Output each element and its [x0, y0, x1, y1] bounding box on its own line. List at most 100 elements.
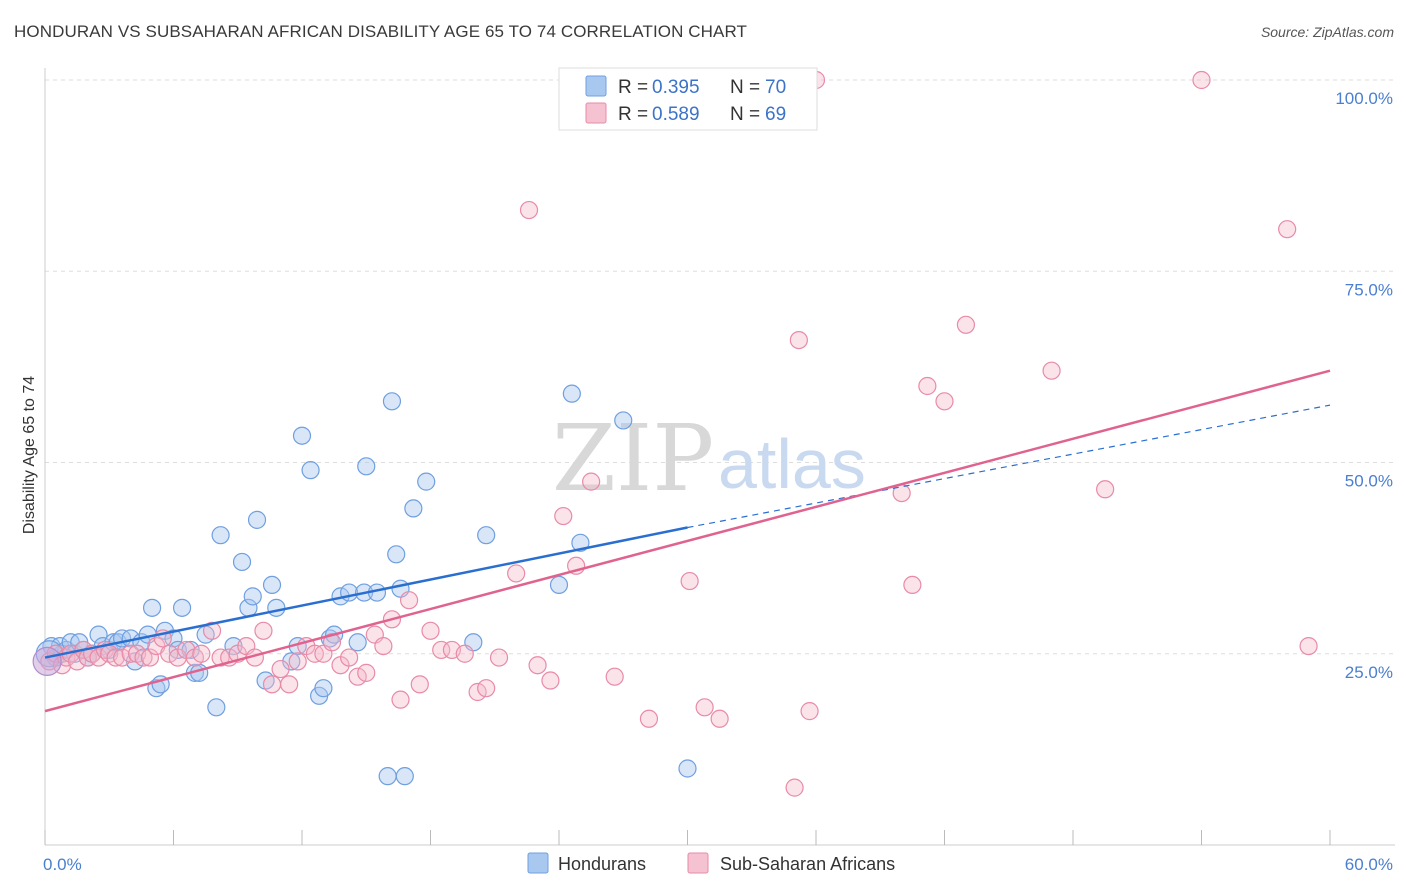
- subsaharan-point: [605, 667, 624, 686]
- trend-lines: [44, 369, 1331, 713]
- honduran-point: [417, 472, 436, 491]
- subsaharan-point: [477, 679, 496, 698]
- watermark-zip-text: ZIP: [552, 405, 714, 512]
- honduran-point: [477, 526, 496, 545]
- bottom-legend-swatch-hondurans: [527, 852, 549, 874]
- subsaharan-point: [956, 315, 976, 334]
- legend-n-value-2: 69: [765, 104, 786, 125]
- honduran-point: [142, 598, 162, 617]
- subsaharan-point: [1278, 220, 1297, 239]
- honduran-point: [262, 575, 282, 595]
- subsaharan-point: [374, 636, 393, 656]
- honduran-point: [292, 426, 312, 445]
- honduran-point: [357, 457, 376, 476]
- subsaharan-point: [391, 690, 410, 709]
- top-legend: R = 0.395 N = 70 R = 0.589 N = 69: [558, 67, 818, 131]
- subsaharan-point: [160, 644, 179, 663]
- subsaharan-point: [489, 648, 509, 667]
- legend-n-value-1: 70: [765, 77, 786, 98]
- subsaharan-point: [519, 200, 539, 220]
- subsaharan-point: [785, 778, 804, 797]
- honduran-point: [382, 392, 402, 411]
- series-subsaharan-points: [32, 70, 1318, 797]
- honduran-point: [562, 384, 581, 403]
- subsaharan-point: [271, 659, 290, 679]
- subsaharan-point: [202, 621, 222, 640]
- subsaharan-point: [192, 644, 211, 663]
- subsaharan-point: [800, 702, 819, 721]
- subsaharan-point: [695, 698, 714, 717]
- honduran-point: [247, 510, 267, 529]
- legend-swatch-hondurans: [585, 75, 607, 97]
- subsaharan-point: [789, 331, 808, 350]
- y-tick-label: 75.0%: [1345, 280, 1393, 299]
- subsaharan-point: [1192, 70, 1211, 90]
- subsaharan-point: [432, 640, 451, 660]
- honduran-point: [678, 759, 697, 778]
- subsaharan-point: [507, 564, 526, 583]
- honduran-point: [301, 461, 320, 480]
- subsaharan-point: [399, 591, 419, 610]
- subsaharan-point: [140, 648, 160, 667]
- subsaharan-point: [106, 648, 125, 667]
- chart-title: HONDURAN VS SUBSAHARAN AFRICAN DISABILIT…: [14, 22, 748, 41]
- honduran-point: [243, 587, 262, 606]
- honduran-point: [172, 598, 192, 617]
- honduran-point: [549, 575, 569, 595]
- y-tick-label: 100.0%: [1335, 89, 1393, 108]
- bottom-legend: Hondurans Sub-Saharan Africans: [527, 852, 895, 874]
- subsaharan-point: [903, 575, 922, 595]
- subsaharan-point: [32, 646, 62, 677]
- honduran-point: [387, 545, 406, 564]
- honduran-point: [207, 698, 226, 717]
- honduran-point: [378, 767, 397, 786]
- subsaharan-point: [254, 621, 273, 640]
- legend-r-value-2: 0.589: [652, 104, 700, 125]
- legend-n-label-2: N =: [730, 104, 760, 125]
- axes: [44, 68, 1395, 846]
- subsaharan-point: [288, 652, 307, 671]
- subsaharan-point: [357, 663, 376, 682]
- honduran-point: [211, 526, 230, 545]
- y-tick-label: 25.0%: [1345, 663, 1393, 682]
- y-tick-labels: 25.0% 50.0% 75.0% 100.0%: [1335, 89, 1393, 682]
- y-axis-title: Disability Age 65 to 74: [21, 376, 38, 534]
- subsaharan-point: [935, 392, 954, 411]
- honduran-point: [348, 633, 367, 652]
- watermark: ZIP atlas: [552, 405, 866, 512]
- honduran-point: [314, 679, 333, 698]
- subsaharan-point: [322, 633, 342, 652]
- subsaharan-point: [262, 675, 282, 694]
- honduran-trend-line: [44, 526, 688, 659]
- subsaharan-point: [1096, 480, 1115, 499]
- subsaharan-point: [554, 506, 573, 526]
- honduran-point: [267, 598, 286, 617]
- subsaharan-point: [340, 648, 359, 667]
- subsaharan-point: [468, 682, 487, 702]
- legend-r-label-2: R =: [618, 104, 648, 125]
- subsaharan-point: [280, 675, 299, 694]
- subsaharan-point: [410, 675, 429, 694]
- subsaharan-point: [1299, 636, 1318, 656]
- honduran-point: [232, 552, 252, 572]
- subsaharan-point: [1042, 361, 1061, 380]
- subsaharan-point: [680, 571, 699, 591]
- x-tick-labels: 0.0% 60.0%: [43, 855, 1393, 874]
- x-tick-label: 0.0%: [43, 855, 82, 874]
- honduran-point: [614, 411, 633, 430]
- legend-swatch-subsaharan: [585, 102, 607, 124]
- subsaharan-point: [421, 621, 440, 640]
- honduran-point: [395, 767, 414, 786]
- legend-r-value-1: 0.395: [652, 77, 700, 98]
- honduran-point: [89, 625, 108, 644]
- subsaharan-point: [639, 709, 659, 728]
- bottom-legend-swatch-subsaharan: [687, 852, 709, 874]
- subsaharan-point: [68, 652, 87, 671]
- subsaharan-point: [134, 648, 153, 667]
- subsaharan-point: [455, 644, 474, 663]
- subsaharan-point: [582, 472, 601, 491]
- bottom-legend-label-subsaharan: Sub-Saharan Africans: [720, 854, 895, 874]
- subsaharan-point: [710, 709, 729, 728]
- legend-n-label-1: N =: [730, 77, 760, 98]
